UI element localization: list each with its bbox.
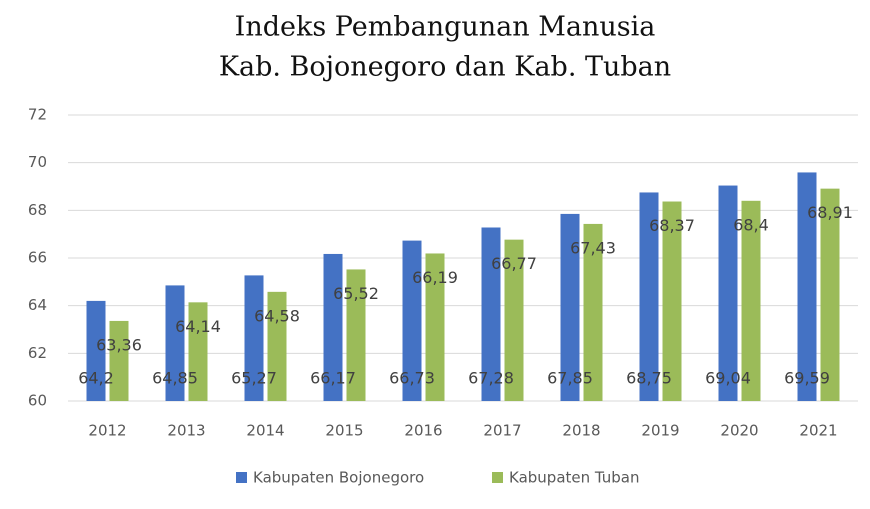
data-label: 69,04 (705, 369, 751, 388)
bar (820, 188, 840, 401)
y-tick-label: 66 (28, 249, 47, 267)
data-label: 69,59 (784, 369, 830, 388)
y-tick-label: 62 (28, 344, 47, 362)
data-label: 66,19 (412, 268, 458, 287)
data-label: 64,14 (175, 317, 221, 336)
bar (86, 300, 106, 401)
x-tick-label: 2018 (562, 422, 600, 440)
bar (662, 201, 682, 401)
legend-label: Kabupaten Bojonegoro (253, 469, 424, 487)
bar (244, 275, 264, 401)
bar (323, 253, 343, 401)
y-tick-label: 64 (28, 296, 47, 314)
y-tick-label: 72 (28, 106, 47, 124)
bar (797, 172, 817, 401)
data-label: 67,85 (547, 369, 593, 388)
bar (346, 269, 366, 401)
bar (165, 285, 185, 401)
data-label: 65,52 (333, 284, 379, 303)
y-tick-label: 60 (28, 392, 47, 410)
bar (639, 192, 659, 401)
data-label: 66,77 (491, 254, 537, 273)
x-tick-label: 2016 (404, 422, 442, 440)
chart-title: Kab. Bojonegoro dan Kab. Tuban (219, 52, 671, 83)
legend-swatch (492, 472, 503, 483)
data-label: 65,27 (231, 369, 277, 388)
bar (267, 291, 287, 401)
bar (425, 253, 445, 401)
legend-label: Kabupaten Tuban (509, 469, 640, 487)
bar (188, 302, 208, 401)
data-label: 63,36 (96, 335, 142, 354)
y-tick-label: 70 (28, 153, 47, 171)
data-label: 66,17 (310, 369, 356, 388)
x-tick-label: 2019 (641, 422, 679, 440)
data-label: 68,91 (807, 203, 853, 222)
x-tick-label: 2021 (799, 422, 837, 440)
data-label: 68,4 (733, 215, 769, 234)
data-label: 68,37 (649, 216, 695, 235)
bar (583, 223, 603, 401)
x-tick-label: 2017 (483, 422, 521, 440)
bar (741, 200, 761, 401)
bar (718, 185, 738, 401)
bar (481, 227, 501, 401)
data-label: 64,2 (78, 369, 114, 388)
data-label: 66,73 (389, 369, 435, 388)
data-label: 64,58 (254, 306, 300, 325)
bar (504, 239, 524, 401)
chart-title: Indeks Pembangunan Manusia (235, 12, 656, 43)
x-tick-label: 2014 (246, 422, 284, 440)
bar (109, 320, 129, 401)
bar (402, 240, 422, 401)
x-tick-label: 2015 (325, 422, 363, 440)
x-tick-label: 2012 (88, 422, 126, 440)
data-label: 67,43 (570, 238, 616, 257)
legend-swatch (236, 472, 247, 483)
x-tick-label: 2020 (720, 422, 758, 440)
data-label: 68,75 (626, 369, 672, 388)
data-label: 64,85 (152, 369, 198, 388)
x-tick-label: 2013 (167, 422, 205, 440)
y-tick-label: 68 (28, 201, 47, 219)
data-label: 67,28 (468, 369, 514, 388)
bar (560, 213, 580, 401)
